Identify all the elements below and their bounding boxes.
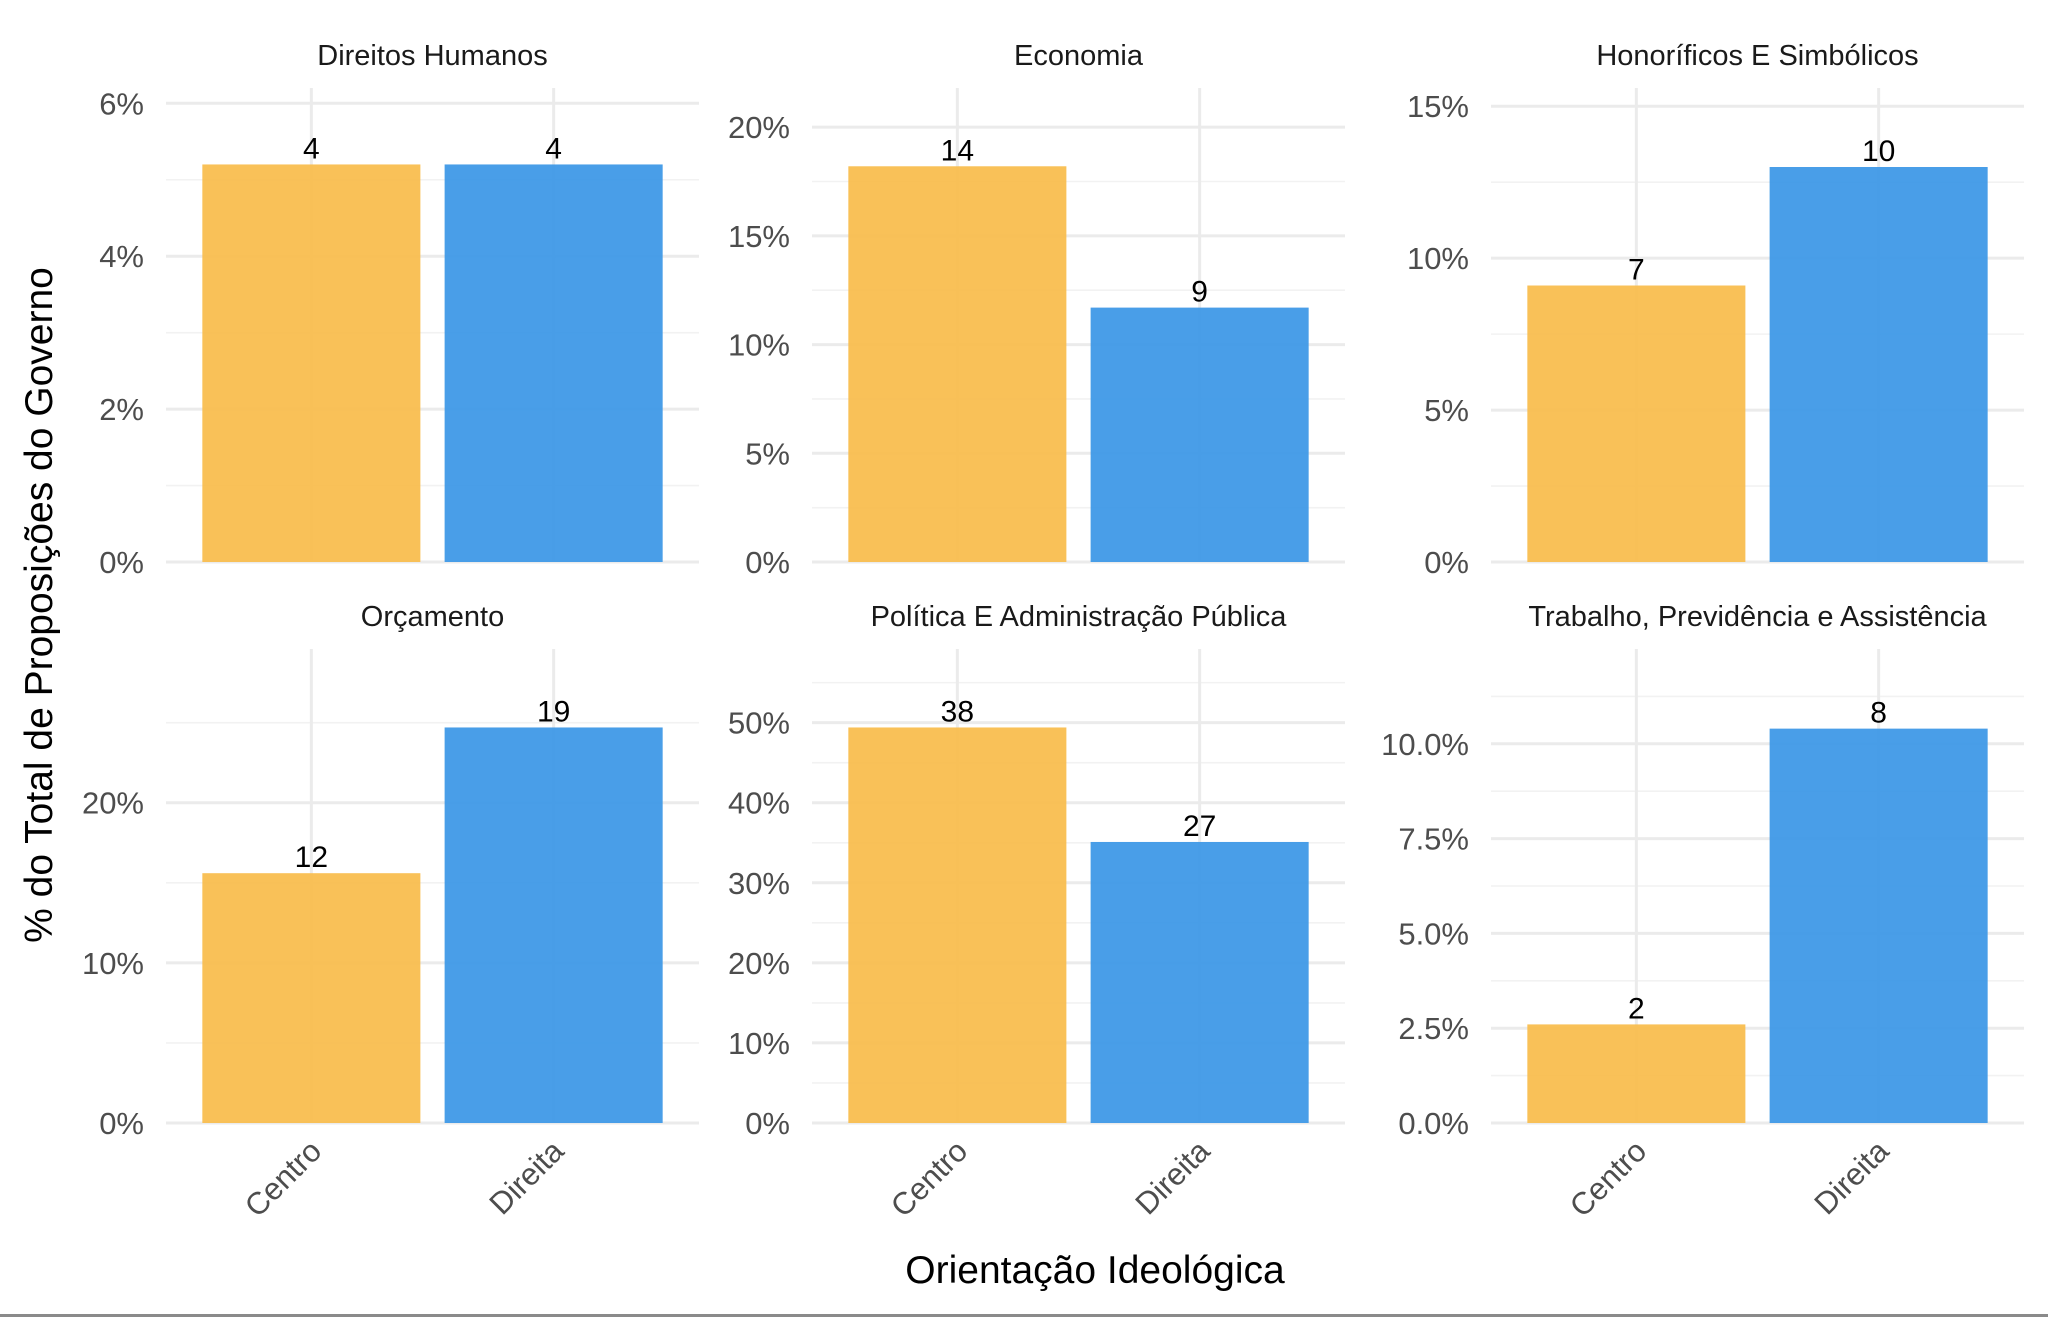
facet-title: Direitos Humanos (317, 40, 547, 72)
facet-title: Economia (1014, 40, 1144, 72)
y-tick-label: 5% (1424, 393, 1469, 428)
bar-count-label: 10 (1862, 135, 1895, 168)
bar-direita (444, 727, 663, 1123)
facet-panels: Direitos Humanos 0% 2% 4% 6% 4 4 Economia 0% 5% 10… (82, 40, 2024, 1224)
bar-count-label: 2 (1628, 992, 1645, 1025)
y-tick-label: 40% (728, 786, 790, 821)
facet-panel: Orçamento 0% 10% 20% 12 19 Centro Direita (82, 601, 699, 1224)
y-tick-label: 20% (82, 786, 144, 821)
y-tick-label: 0% (99, 545, 144, 580)
facet-title: Trabalho, Previdência e Assistência (1528, 601, 1987, 633)
y-tick-label: 5% (745, 436, 790, 471)
bar-direita (444, 164, 663, 563)
y-tick-label: 10% (1407, 241, 1469, 276)
x-tick-label: Direita (482, 1133, 571, 1222)
bar-count-label: 9 (1191, 276, 1208, 309)
x-tick-label: Centro (1563, 1133, 1654, 1224)
y-tick-label: 15% (1407, 89, 1469, 124)
y-tick-label: 6% (99, 86, 144, 121)
facet-panel: Economia 0% 5% 10% 15% 20% 14 9 (728, 40, 1345, 580)
y-tick-label: 0.0% (1398, 1106, 1469, 1141)
x-tick-label: Direita (1807, 1133, 1896, 1222)
y-tick-label: 0% (745, 1106, 790, 1141)
bar-count-label: 8 (1870, 697, 1887, 730)
bar-count-label: 7 (1628, 254, 1645, 287)
bar-direita (1769, 728, 1988, 1123)
facet-panel: Trabalho, Previdência e Assistência 0.0% 2… (1381, 601, 2024, 1224)
bar-count-label: 27 (1183, 810, 1216, 843)
y-tick-label: 2% (99, 392, 144, 427)
bar-count-label: 4 (303, 132, 320, 165)
y-tick-label: 15% (728, 219, 790, 254)
bar-centro (1527, 285, 1746, 562)
y-tick-label: 20% (728, 946, 790, 981)
window-bottom-border (0, 1314, 2048, 1317)
bar-count-label: 38 (941, 695, 974, 728)
y-tick-label: 10% (728, 1026, 790, 1061)
bar-count-label: 12 (295, 841, 328, 874)
bar-centro (1527, 1024, 1746, 1123)
y-tick-label: 10.0% (1381, 727, 1469, 762)
bar-direita (1769, 167, 1988, 562)
facet-title: Orçamento (361, 601, 504, 633)
bar-count-label: 14 (941, 134, 974, 167)
facet-panel: Política E Administração Pública 0% 10% 20%… (728, 601, 1345, 1224)
facet-panel: Honoríficos E Simbólicos 0% 5% 10% 15% 7 10 (1407, 40, 2024, 580)
y-tick-label: 4% (99, 239, 144, 274)
y-tick-label: 50% (728, 706, 790, 741)
y-tick-label: 2.5% (1398, 1011, 1469, 1046)
bar-centro (848, 166, 1067, 563)
y-tick-label: 0% (99, 1106, 144, 1141)
y-tick-label: 10% (82, 946, 144, 981)
x-tick-label: Centro (238, 1133, 329, 1224)
facet-title: Honoríficos E Simbólicos (1596, 40, 1918, 72)
y-axis-title: % do Total de Proposições do Governo (18, 267, 61, 943)
bar-count-label: 4 (545, 132, 562, 165)
x-tick-label: Direita (1128, 1133, 1217, 1222)
bar-centro (848, 727, 1067, 1123)
facet-panel: Direitos Humanos 0% 2% 4% 6% 4 4 (99, 40, 699, 580)
y-tick-label: 5.0% (1398, 916, 1469, 951)
y-tick-label: 7.5% (1398, 822, 1469, 857)
y-tick-label: 0% (745, 545, 790, 580)
bar-centro (202, 873, 421, 1123)
facet-title: Política E Administração Pública (871, 601, 1288, 633)
bar-direita (1090, 841, 1309, 1123)
y-tick-label: 30% (728, 866, 790, 901)
x-axis-title: Orientação Ideológica (905, 1249, 1285, 1292)
bar-centro (202, 164, 421, 563)
bar-count-label: 19 (537, 695, 570, 728)
y-tick-label: 20% (728, 110, 790, 145)
y-tick-label: 10% (728, 328, 790, 363)
bar-direita (1090, 307, 1309, 562)
x-tick-label: Centro (884, 1133, 975, 1224)
y-tick-label: 0% (1424, 545, 1469, 580)
